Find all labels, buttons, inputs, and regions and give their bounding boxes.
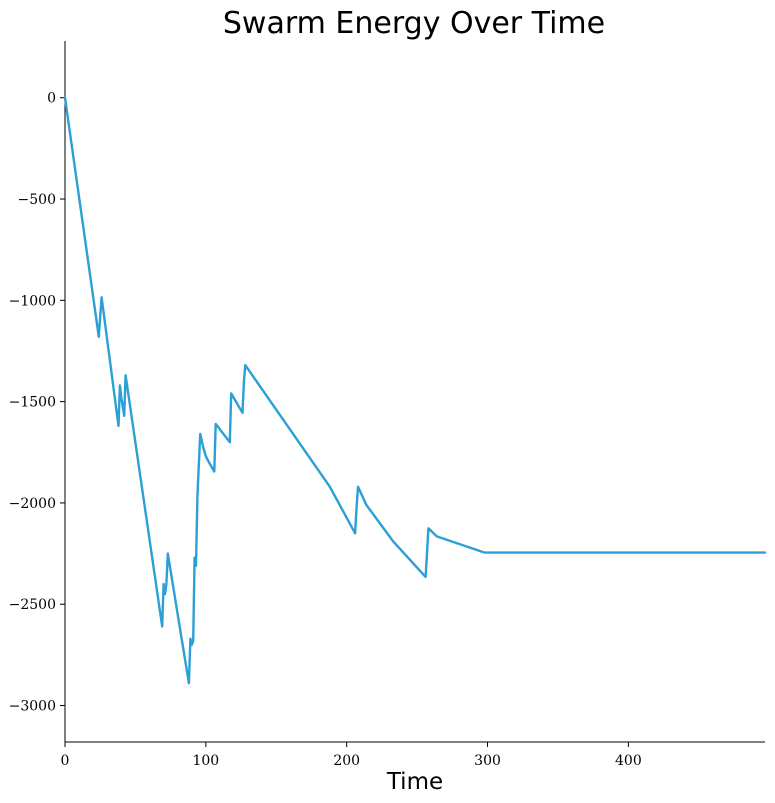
y-tick-label: −3000 — [9, 699, 56, 715]
y-tick-label: −1000 — [9, 293, 56, 309]
y-tick-label: −500 — [18, 192, 56, 208]
y-ticks: 0 −500 −1000 −1500 −2000 −2500 −3000 — [9, 91, 65, 715]
x-tick-label: 400 — [615, 753, 642, 769]
series-line — [63, 96, 767, 685]
y-tick-label: 0 — [47, 91, 56, 107]
x-tick-label: 200 — [333, 753, 360, 769]
y-tick-label: −2000 — [9, 496, 56, 512]
x-tick-label: 300 — [474, 753, 501, 769]
y-tick-label: −2500 — [9, 597, 56, 613]
x-tick-label: 0 — [61, 753, 70, 769]
x-tick-label: 100 — [192, 753, 219, 769]
x-axis-label: Time — [386, 769, 443, 795]
chart-title: Swarm Energy Over Time — [223, 6, 605, 41]
y-tick-label: −1500 — [9, 395, 56, 411]
x-ticks: 0 100 200 300 400 — [61, 742, 642, 769]
